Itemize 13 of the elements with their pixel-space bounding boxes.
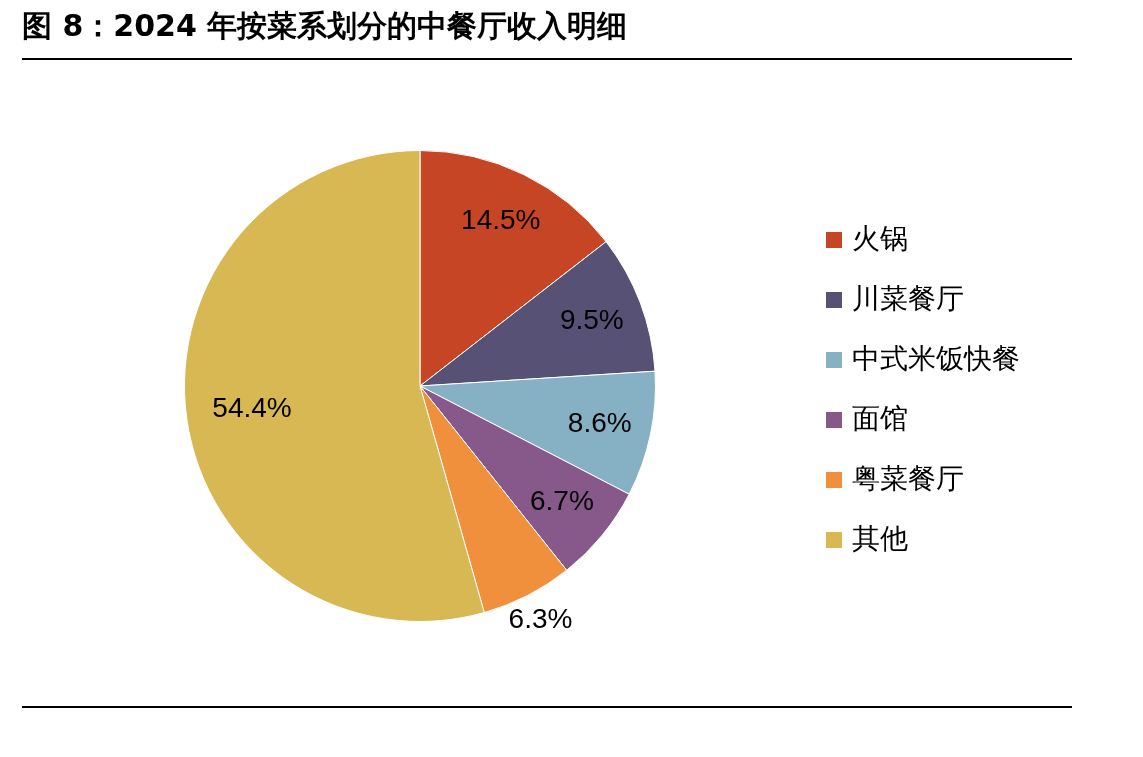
data-label: 9.5%: [559, 303, 624, 335]
legend-label: 面馆: [852, 402, 908, 434]
legend-label: 火锅: [852, 222, 908, 254]
chart-title: 图 8：2024 年按菜系划分的中餐厅收入明细: [22, 7, 628, 45]
legend-label: 其他: [852, 522, 908, 554]
data-label: 8.6%: [567, 406, 632, 438]
data-label: 14.5%: [461, 203, 541, 235]
data-label: 6.3%: [508, 603, 573, 635]
legend-label: 川菜餐厅: [852, 282, 964, 314]
data-label: 6.7%: [529, 485, 594, 517]
legend-label: 中式米饭快餐: [852, 342, 1020, 374]
data-label: 54.4%: [212, 392, 292, 424]
legend-label: 粤菜餐厅: [852, 462, 964, 494]
